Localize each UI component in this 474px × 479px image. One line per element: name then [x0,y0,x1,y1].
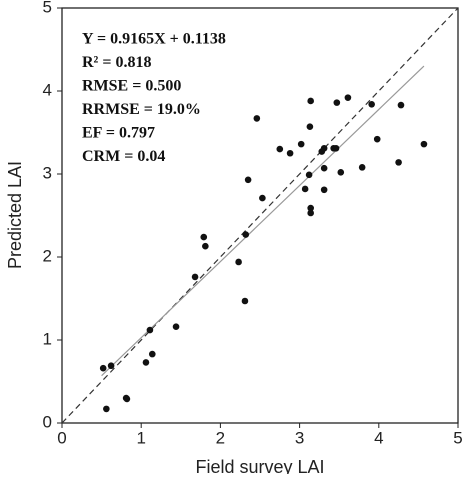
point [333,99,341,106]
x-tick-label: 1 [136,428,145,447]
point [420,140,428,148]
point [358,164,366,171]
y-tick-label: 2 [43,246,52,265]
y-tick-label: 4 [43,80,52,99]
point [200,233,208,241]
x-tick-label: 0 [57,428,66,447]
x-tick-label: 5 [453,428,462,447]
y-tick-label: 0 [43,412,52,431]
point [307,204,314,212]
point [259,194,266,202]
point [301,185,309,193]
annotation: RMSE = 0.500 [82,78,181,95]
point [344,94,352,101]
point [320,186,328,194]
annotation: EF = 0.797 [82,125,155,142]
point [202,242,209,250]
plot-frame [61,7,459,424]
point [148,350,156,358]
point [242,231,250,238]
point [320,164,328,172]
point [307,209,314,217]
point [235,258,242,266]
point [368,100,375,108]
point [172,323,180,331]
point [244,176,252,184]
annotation: RRMSE = 19.0% [82,101,201,118]
point [395,159,402,166]
point [241,297,249,305]
point [305,171,313,179]
x-axis-label: Field survey LAI [195,457,324,474]
x-tick-label: 2 [216,428,225,447]
point [253,115,261,122]
x-tick-label: 3 [295,428,304,447]
point [146,326,154,334]
y-tick-label: 5 [43,0,52,16]
point [191,273,199,281]
y-axis-label: Predicted LAI [5,161,25,269]
point [320,144,328,152]
point [276,145,284,153]
point [107,362,115,370]
point [142,359,150,366]
point [103,405,110,413]
point [397,101,405,109]
point [297,140,305,148]
point [123,395,131,403]
point [307,97,314,105]
one-to-one-line [61,7,459,424]
annotation: R² = 0.818 [82,54,151,71]
point [337,169,345,176]
point [286,149,294,157]
point [332,144,340,152]
fit-line [101,65,425,377]
point [373,135,381,143]
point [99,364,107,372]
annotation: CRM = 0.04 [82,148,165,165]
x-tick-label: 4 [374,428,383,447]
y-tick-label: 3 [43,163,52,182]
point [306,123,314,130]
annotation: Y = 0.9165X + 0.1138 [82,31,226,48]
y-tick-label: 1 [43,329,52,348]
